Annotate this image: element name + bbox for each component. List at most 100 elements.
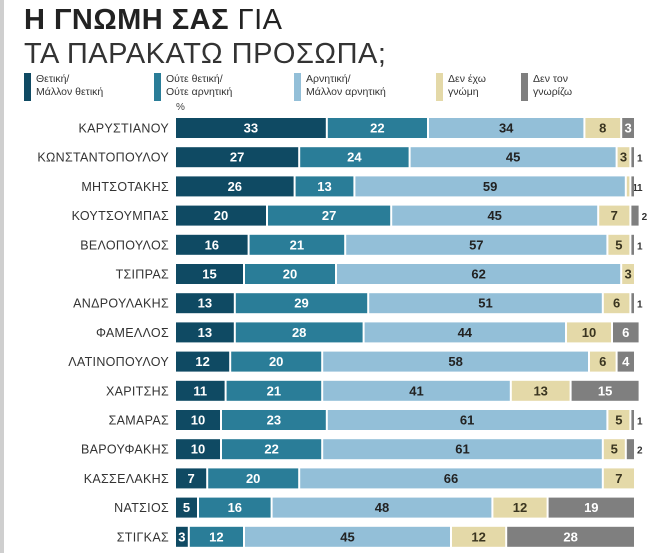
data-label: 1 xyxy=(637,183,643,194)
data-label: 16 xyxy=(228,500,242,515)
category-label: ΚΑΡΥΣΤΙΑΝΟΥ xyxy=(78,122,169,136)
data-label: 5 xyxy=(615,413,622,428)
bar-segment xyxy=(571,380,639,401)
bar-segment xyxy=(245,526,450,547)
bar-segment xyxy=(452,526,506,547)
bar-segment xyxy=(507,526,634,547)
bar-segment xyxy=(631,176,634,197)
bar-segment xyxy=(410,147,616,168)
data-label: 61 xyxy=(455,442,469,457)
chart-subtitle: ΤΑ ΠΑΡΑΚΑΤΩ ΠΡΟΣΩΠΑ; xyxy=(24,38,387,70)
bar-segment xyxy=(176,468,207,489)
data-label: 13 xyxy=(198,296,212,311)
bar-segment xyxy=(548,497,634,518)
bar-segment xyxy=(231,351,322,372)
data-label: 15 xyxy=(202,267,216,282)
data-label: 34 xyxy=(499,121,514,136)
bar-segment xyxy=(176,410,220,430)
bar-segment xyxy=(176,380,225,401)
data-label: 26 xyxy=(228,179,242,194)
bar-segment xyxy=(392,205,598,226)
bar-segment xyxy=(346,234,607,255)
data-label: 41 xyxy=(409,383,423,398)
bar-segment xyxy=(222,439,322,460)
legend-swatch xyxy=(294,73,301,101)
legend-label: Δεν έχω γνώμη xyxy=(448,73,486,98)
category-label: ΚΩΝΣΤΑΝΤΟΠΟΥΛΟΥ xyxy=(37,151,169,165)
bar-segment xyxy=(226,380,322,401)
legend-swatch xyxy=(436,73,443,101)
category-label: ΦΑΜΕΛΛΟΣ xyxy=(96,326,169,340)
data-label: 7 xyxy=(611,208,618,223)
bar-segment xyxy=(608,410,630,430)
data-label: 10 xyxy=(191,413,205,428)
bar-segment xyxy=(295,176,354,197)
data-label: 1 xyxy=(632,183,638,194)
legend-label: Θετική/Μάλλον θετική xyxy=(36,73,104,98)
bar-segment xyxy=(327,410,607,430)
data-label: 22 xyxy=(264,442,278,457)
bar-segment xyxy=(617,147,630,168)
data-label: 6 xyxy=(599,354,606,369)
data-label: 27 xyxy=(230,150,244,165)
data-label: 11 xyxy=(193,383,207,398)
bar-segment xyxy=(176,264,243,284)
bar-segment xyxy=(189,526,243,547)
bar-segment xyxy=(327,118,427,138)
bar-segment xyxy=(355,176,625,197)
bar-segment xyxy=(364,322,565,343)
data-label: 4 xyxy=(622,354,630,369)
data-label: 28 xyxy=(563,529,577,544)
category-label: ΧΑΡΙΤΣΗΣ xyxy=(106,384,169,398)
bar-segment xyxy=(176,205,266,226)
data-label: 33 xyxy=(244,121,258,136)
data-label: 45 xyxy=(340,529,354,544)
category-label: ΣΑΜΑΡΑΣ xyxy=(109,414,169,428)
legend-item: Θετική/Μάλλον θετική xyxy=(24,73,146,101)
legend-swatch xyxy=(154,73,161,101)
unit-label: % xyxy=(176,102,185,113)
data-label: 21 xyxy=(290,237,304,252)
category-label: ΤΣΙΠΡΑΣ xyxy=(116,268,169,282)
bar-segment xyxy=(603,439,625,460)
data-label: 45 xyxy=(506,150,520,165)
bar-segment xyxy=(567,322,611,343)
category-label: ΝΑΤΣΙΟΣ xyxy=(114,501,169,515)
data-label: 1 xyxy=(637,417,643,428)
legend-swatch xyxy=(24,73,31,101)
data-label: 66 xyxy=(444,471,458,486)
bar-segment xyxy=(176,234,248,255)
bar-segment xyxy=(249,234,345,255)
category-label: ΚΟΥΤΣΟΥΜΠΑΣ xyxy=(72,209,169,223)
data-label: 1 xyxy=(637,154,643,165)
data-label: 12 xyxy=(209,529,223,544)
category-label: ΜΗΤΣΟΤΑΚΗΣ xyxy=(81,180,169,194)
bar-segment xyxy=(235,293,368,314)
bar-segment xyxy=(208,468,299,489)
data-label: 57 xyxy=(469,237,483,252)
data-label: 3 xyxy=(624,267,631,282)
legend-label: Αρνητική/Μάλλον αρνητική xyxy=(306,73,386,98)
legend-item: Ούτε θετική/Ούτε αρνητική xyxy=(154,73,276,101)
data-label: 7 xyxy=(187,471,194,486)
bar-segment xyxy=(222,410,326,430)
legend-item: Δεν τον γνωρίζω xyxy=(521,73,643,101)
data-label: 27 xyxy=(322,208,336,223)
bar-segment xyxy=(631,410,634,430)
category-label: ΒΑΡΟΥΦΑΚΗΣ xyxy=(81,443,169,457)
bar-segment xyxy=(323,351,588,372)
data-label: 12 xyxy=(195,354,209,369)
bar-segment xyxy=(626,176,630,197)
data-label: 19 xyxy=(584,500,598,515)
data-label: 28 xyxy=(292,325,306,340)
data-label: 20 xyxy=(269,354,283,369)
category-label: ΣΤΙΓΚΑΣ xyxy=(117,530,169,544)
data-label: 20 xyxy=(283,267,297,282)
bar-segment xyxy=(245,264,335,284)
data-label: 58 xyxy=(448,354,462,369)
bar-segment xyxy=(176,118,326,138)
data-label: 13 xyxy=(317,179,331,194)
data-label: 12 xyxy=(471,529,485,544)
data-label: 3 xyxy=(620,150,627,165)
data-label: 13 xyxy=(198,325,212,340)
